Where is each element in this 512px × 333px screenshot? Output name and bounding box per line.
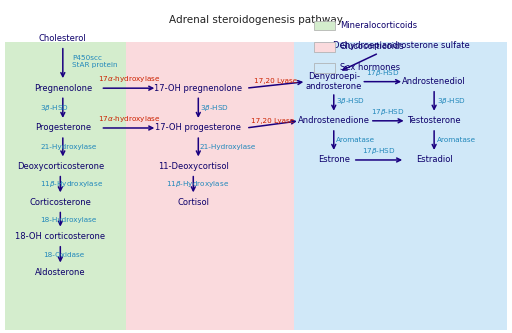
Text: 3$\beta$-HSD: 3$\beta$-HSD: [40, 103, 69, 113]
Text: 17$\alpha$-hydroxylase: 17$\alpha$-hydroxylase: [98, 114, 160, 124]
Text: Estrone: Estrone: [318, 156, 350, 165]
Text: Androstenediol: Androstenediol: [402, 77, 466, 86]
Text: 17$\beta$-HSD: 17$\beta$-HSD: [366, 68, 399, 78]
Text: Cholesterol: Cholesterol: [39, 34, 87, 43]
Text: P450scc
StAR protein: P450scc StAR protein: [72, 55, 117, 68]
Text: 3$\beta$-HSD: 3$\beta$-HSD: [437, 96, 466, 106]
Text: 17$\alpha$-hydroxylase: 17$\alpha$-hydroxylase: [98, 74, 160, 84]
Text: 17,20 Lyase: 17,20 Lyase: [254, 78, 297, 84]
Text: Dehydroepiandrosterone sulfate: Dehydroepiandrosterone sulfate: [333, 41, 470, 50]
Text: Aromatase: Aromatase: [437, 138, 476, 144]
Text: Dehydroepi-
androsterone: Dehydroepi- androsterone: [306, 72, 362, 91]
Text: Testosterone: Testosterone: [408, 116, 461, 125]
Bar: [314, 42, 335, 52]
Bar: [314, 21, 335, 30]
Text: Progesterone: Progesterone: [35, 124, 91, 133]
Text: 11$\beta$-Hydroxylase: 11$\beta$-Hydroxylase: [40, 179, 103, 189]
Text: 18-Hydroxylase: 18-Hydroxylase: [40, 216, 97, 222]
Bar: [314, 63, 335, 73]
Text: Corticosterone: Corticosterone: [29, 198, 91, 207]
Text: 3$\beta$-HSD: 3$\beta$-HSD: [200, 103, 229, 113]
Text: 17-OH pregnenolone: 17-OH pregnenolone: [154, 84, 242, 93]
Text: Cortisol: Cortisol: [177, 198, 209, 207]
Text: Glucocorticoids: Glucocorticoids: [340, 42, 404, 51]
Text: 21-Hydroxylase: 21-Hydroxylase: [200, 144, 256, 150]
Text: 11$\beta$-Hydroxylase: 11$\beta$-Hydroxylase: [166, 179, 229, 189]
Text: 21-Hydroxylase: 21-Hydroxylase: [40, 144, 97, 150]
Text: Androstenedione: Androstenedione: [298, 116, 370, 125]
Text: 17$\beta$-HSD: 17$\beta$-HSD: [371, 107, 405, 117]
Text: Sex hormones: Sex hormones: [340, 63, 400, 72]
Text: Aromatase: Aromatase: [336, 138, 375, 144]
Bar: [125, 43, 306, 330]
Text: Adrenal steroidogenesis pathway: Adrenal steroidogenesis pathway: [169, 15, 343, 25]
Text: Aldosterone: Aldosterone: [35, 268, 86, 277]
Text: 18-Oxidase: 18-Oxidase: [43, 252, 84, 258]
Text: 17-OH progesterone: 17-OH progesterone: [155, 124, 241, 133]
Text: Deoxycorticosterone: Deoxycorticosterone: [17, 162, 104, 171]
Bar: [294, 43, 507, 330]
Text: 11-Deoxycortisol: 11-Deoxycortisol: [158, 162, 229, 171]
Text: Pregnenolone: Pregnenolone: [34, 84, 92, 93]
Text: 17,20 Lyase: 17,20 Lyase: [251, 118, 294, 124]
Text: Estradiol: Estradiol: [416, 156, 453, 165]
Text: 3$\beta$-HSD: 3$\beta$-HSD: [336, 96, 366, 106]
Text: Mineralocorticoids: Mineralocorticoids: [340, 21, 417, 30]
Text: 18-OH corticosterone: 18-OH corticosterone: [15, 232, 105, 241]
Text: 17$\beta$-HSD: 17$\beta$-HSD: [362, 146, 396, 156]
Bar: [5, 43, 191, 330]
